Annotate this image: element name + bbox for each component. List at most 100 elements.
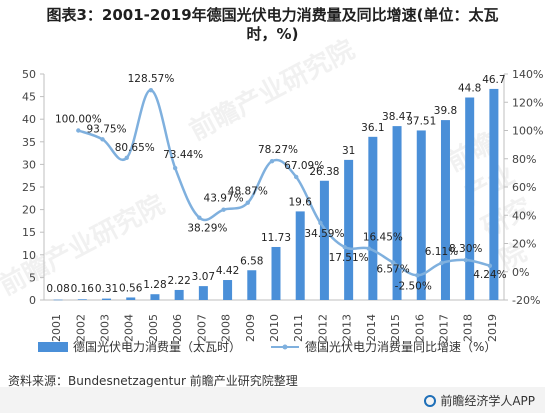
bar-value-label: 26.38 xyxy=(309,166,339,178)
line-value-label: 73.44% xyxy=(163,149,203,161)
y-left-tick-label: 0 xyxy=(29,294,36,307)
bar-value-label: 38.47 xyxy=(382,111,412,123)
bar-value-label: 0.16 xyxy=(71,283,95,295)
x-tick-label: 2006 xyxy=(171,314,184,342)
x-tick-label: 2014 xyxy=(365,314,378,342)
line-value-label: 4.24% xyxy=(473,269,506,281)
chart-title: 图表3：2001-2019年德国光伏电力消费量及同比增速(单位：太瓦 时，%) xyxy=(0,6,545,44)
x-tick-label: 2002 xyxy=(74,314,87,342)
growth-point xyxy=(415,273,420,278)
legend: 德国光伏电力消费量（太瓦时） 德国光伏电力消费量同比增速（%） xyxy=(38,339,496,354)
growth-point xyxy=(439,260,444,266)
bar-value-label: 11.73 xyxy=(261,232,291,244)
line-value-label: 93.75% xyxy=(87,123,127,135)
y-left-tick-label: 35 xyxy=(22,136,36,149)
x-tick-label: 2010 xyxy=(268,314,281,342)
bar-value-label: 2.22 xyxy=(167,275,190,287)
brand-name: 前瞻经济学人APP xyxy=(440,394,535,408)
growth-point xyxy=(221,207,226,212)
y-left-tick-label: 15 xyxy=(22,226,36,239)
line-value-label: 6.57% xyxy=(376,263,409,275)
x-tick-label: 2005 xyxy=(147,314,160,342)
y-right-tick-label: -20% xyxy=(512,294,540,307)
x-tick-label: 2004 xyxy=(123,314,136,342)
bar-value-label: 0.31 xyxy=(95,283,118,295)
bar xyxy=(53,299,63,301)
bar-series xyxy=(53,88,499,301)
line-value-label: 34.59% xyxy=(304,228,344,240)
source-note: 资料来源：Bundesnetzagentur 前瞻产业研究院整理 xyxy=(8,374,298,388)
growth-point xyxy=(366,246,372,251)
y-right-tick-label: 140% xyxy=(512,68,543,81)
x-tick-label: 2003 xyxy=(99,314,112,342)
line-value-label: 80.65% xyxy=(115,142,155,154)
bar xyxy=(102,298,112,300)
y-right-tick-label: 60% xyxy=(512,181,536,194)
bar-value-label: 46.7 xyxy=(482,74,505,86)
y-left-tick-label: 25 xyxy=(22,181,36,194)
y-right-tick-label: 120% xyxy=(512,96,543,109)
line-value-label: 67.09% xyxy=(284,160,324,172)
bar xyxy=(295,211,305,300)
line-series xyxy=(76,87,493,278)
y-left-tick-label: 30 xyxy=(22,158,36,171)
bar xyxy=(77,299,87,300)
x-tick-label: 2016 xyxy=(413,314,426,342)
growth-point xyxy=(318,220,323,226)
brand-logo-icon xyxy=(424,395,437,407)
bar-value-label: 0.56 xyxy=(119,282,143,294)
growth-point xyxy=(124,155,129,161)
line-value-label: 16.45% xyxy=(363,232,403,244)
bar-value-label: 19.6 xyxy=(289,196,313,208)
x-tick-label: 2012 xyxy=(316,314,329,342)
y-right-tick-label: 100% xyxy=(512,125,543,138)
legend-line-marker xyxy=(282,344,288,350)
chart-title-line-2: 时，%) xyxy=(246,25,299,43)
y-left-tick-label: 10 xyxy=(22,249,36,262)
bar-value-label: 44.8 xyxy=(458,83,481,95)
growth-point xyxy=(487,263,493,268)
line-value-label: 17.51% xyxy=(329,252,369,264)
bar xyxy=(126,297,136,300)
axes: 0 5 10 15 20 25 30 35 40 45 50 -20% 0% 20% 40% 60% 80% 10… xyxy=(22,68,543,342)
growth-point xyxy=(463,257,468,263)
x-tick-label: 2009 xyxy=(244,314,257,342)
bar-value-label: 37.51 xyxy=(406,115,436,127)
x-tick-label: 2011 xyxy=(292,314,305,342)
chart-canvas: 0 5 10 15 20 25 30 35 40 45 50 -20% 0% 20% 40% 60% 80% 10… xyxy=(22,68,543,354)
bar-value-label: 1.28 xyxy=(143,279,166,291)
bar xyxy=(174,289,184,300)
chart-title-line-1: 图表3：2001-2019年德国光伏电力消费量及同比增速(单位：太瓦 xyxy=(46,6,499,24)
footer-bar: 前瞻经济学人APP xyxy=(0,387,545,413)
bar xyxy=(319,180,329,300)
bar xyxy=(368,136,378,300)
x-tick-label: 2019 xyxy=(486,314,499,342)
bar-value-label: 6.58 xyxy=(240,255,263,267)
y-left-tick-label: 40 xyxy=(22,113,36,126)
x-tick-label: 2013 xyxy=(341,314,354,342)
line-value-label: 8.30% xyxy=(449,243,482,255)
growth-point xyxy=(148,87,154,93)
bar xyxy=(223,280,233,300)
x-tick-label: 2018 xyxy=(462,314,475,342)
x-tick-label: 2008 xyxy=(220,314,233,342)
growth-point xyxy=(172,165,178,171)
growth-point xyxy=(390,260,396,265)
line-value-label: 78.27% xyxy=(258,144,298,156)
y-left-tick-label: 50 xyxy=(22,68,36,81)
x-tick-label: 2007 xyxy=(195,314,208,342)
bar xyxy=(198,286,208,300)
y-left-tick-label: 5 xyxy=(29,271,36,284)
bar xyxy=(150,294,160,300)
bar xyxy=(392,126,402,300)
growth-point xyxy=(245,200,250,205)
legend-bar-swatch xyxy=(38,342,68,352)
bar-value-label: 39.8 xyxy=(434,105,457,117)
brand: 前瞻经济学人APP xyxy=(424,392,535,409)
y-left-tick-label: 45 xyxy=(22,91,36,104)
growth-point xyxy=(294,174,299,180)
x-tick-label: 2017 xyxy=(437,314,450,342)
growth-point xyxy=(342,244,347,250)
bar-value-label: 0.08 xyxy=(46,283,69,295)
bar-value-label: 31 xyxy=(342,145,355,157)
